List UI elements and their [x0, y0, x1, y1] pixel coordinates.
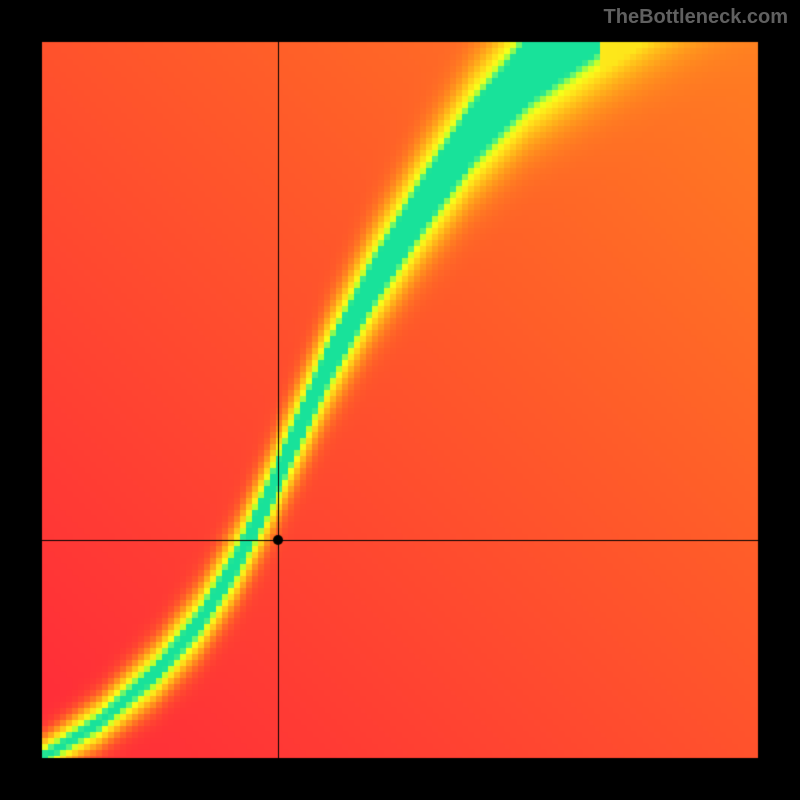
chart-container: TheBottleneck.com — [0, 0, 800, 800]
watermark-text: TheBottleneck.com — [604, 6, 788, 29]
bottleneck-heatmap — [0, 0, 800, 800]
